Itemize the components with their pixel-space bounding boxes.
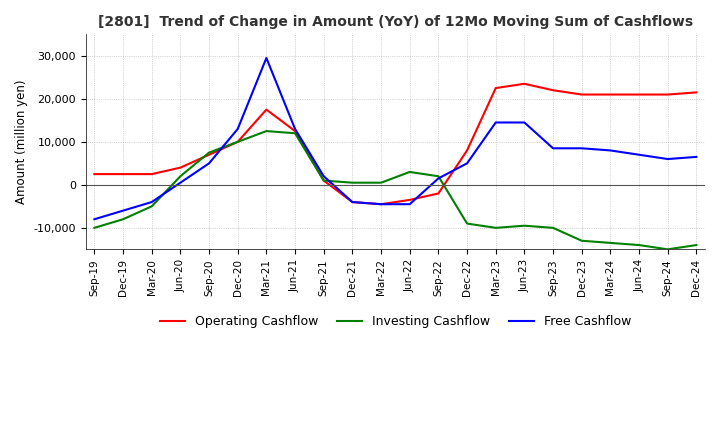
Operating Cashflow (635, 92, 644, 97)
Operating Cashflow (549, 88, 557, 93)
Investing Cashflow (119, 216, 127, 222)
Title: [2801]  Trend of Change in Amount (YoY) of 12Mo Moving Sum of Cashflows: [2801] Trend of Change in Amount (YoY) o… (98, 15, 693, 29)
Legend: Operating Cashflow, Investing Cashflow, Free Cashflow: Operating Cashflow, Investing Cashflow, … (155, 310, 636, 334)
Investing Cashflow (463, 221, 472, 226)
Operating Cashflow (434, 191, 443, 196)
Free Cashflow (606, 148, 615, 153)
Operating Cashflow (463, 148, 472, 153)
Operating Cashflow (291, 128, 300, 134)
Investing Cashflow (606, 240, 615, 246)
Investing Cashflow (148, 204, 156, 209)
Operating Cashflow (119, 172, 127, 177)
Investing Cashflow (434, 174, 443, 179)
Free Cashflow (233, 126, 242, 132)
Investing Cashflow (291, 131, 300, 136)
Investing Cashflow (577, 238, 586, 243)
Investing Cashflow (692, 242, 701, 248)
Operating Cashflow (405, 197, 414, 202)
Free Cashflow (348, 199, 356, 205)
Investing Cashflow (262, 128, 271, 134)
Free Cashflow (262, 55, 271, 61)
Line: Operating Cashflow: Operating Cashflow (94, 84, 696, 204)
Investing Cashflow (520, 223, 528, 228)
Investing Cashflow (549, 225, 557, 231)
Investing Cashflow (377, 180, 385, 185)
Operating Cashflow (204, 152, 213, 158)
Investing Cashflow (663, 247, 672, 252)
Operating Cashflow (520, 81, 528, 86)
Free Cashflow (434, 176, 443, 181)
Investing Cashflow (635, 242, 644, 248)
Operating Cashflow (377, 202, 385, 207)
Operating Cashflow (176, 165, 185, 170)
Free Cashflow (663, 156, 672, 161)
Operating Cashflow (577, 92, 586, 97)
Free Cashflow (204, 161, 213, 166)
Free Cashflow (520, 120, 528, 125)
Investing Cashflow (405, 169, 414, 175)
Free Cashflow (635, 152, 644, 158)
Investing Cashflow (233, 139, 242, 144)
Free Cashflow (463, 161, 472, 166)
Free Cashflow (549, 146, 557, 151)
Free Cashflow (492, 120, 500, 125)
Investing Cashflow (204, 150, 213, 155)
Line: Free Cashflow: Free Cashflow (94, 58, 696, 219)
Y-axis label: Amount (million yen): Amount (million yen) (15, 80, 28, 204)
Investing Cashflow (320, 178, 328, 183)
Line: Investing Cashflow: Investing Cashflow (94, 131, 696, 249)
Investing Cashflow (90, 225, 99, 231)
Free Cashflow (692, 154, 701, 160)
Investing Cashflow (176, 174, 185, 179)
Free Cashflow (90, 216, 99, 222)
Free Cashflow (119, 208, 127, 213)
Operating Cashflow (148, 172, 156, 177)
Operating Cashflow (320, 178, 328, 183)
Free Cashflow (405, 202, 414, 207)
Operating Cashflow (606, 92, 615, 97)
Free Cashflow (377, 202, 385, 207)
Operating Cashflow (90, 172, 99, 177)
Operating Cashflow (492, 85, 500, 91)
Free Cashflow (291, 126, 300, 132)
Operating Cashflow (262, 107, 271, 112)
Free Cashflow (148, 199, 156, 205)
Operating Cashflow (233, 139, 242, 144)
Free Cashflow (577, 146, 586, 151)
Investing Cashflow (348, 180, 356, 185)
Investing Cashflow (492, 225, 500, 231)
Operating Cashflow (663, 92, 672, 97)
Free Cashflow (176, 180, 185, 185)
Operating Cashflow (348, 199, 356, 205)
Free Cashflow (320, 174, 328, 179)
Operating Cashflow (692, 90, 701, 95)
